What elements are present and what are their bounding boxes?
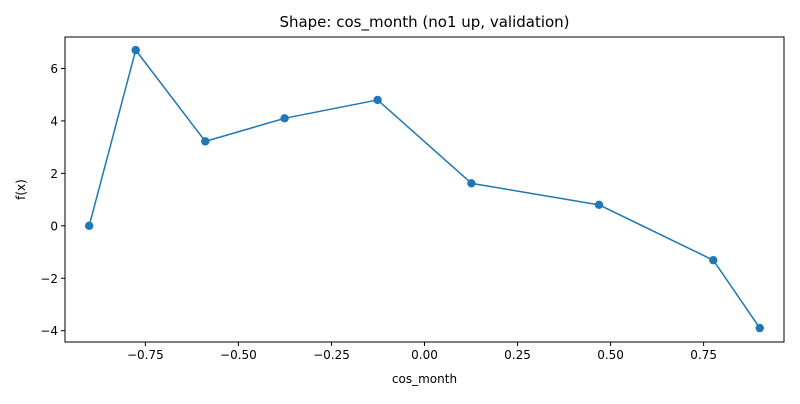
y-tick-label: 2 <box>50 167 58 181</box>
series-line <box>88 49 761 329</box>
x-tick-label: −0.50 <box>220 348 257 362</box>
plot-area <box>84 45 765 333</box>
data-point <box>131 45 140 55</box>
x-tick-label: 0.50 <box>597 348 624 362</box>
y-tick-label: −4 <box>40 324 58 338</box>
y-tick-label: −2 <box>40 272 58 286</box>
x-axis-label: cos_month <box>392 372 457 386</box>
data-point <box>467 179 476 188</box>
x-axis: −0.75 −0.50 −0.25 0.00 0.25 0.50 0.75 <box>127 342 717 362</box>
data-point <box>755 323 765 333</box>
data-point <box>594 200 604 210</box>
x-tick-label: 0.00 <box>411 348 438 362</box>
y-axis: −4 −2 0 2 4 6 <box>40 62 65 338</box>
x-tick-label: −0.25 <box>313 348 350 362</box>
x-tick-label: −0.75 <box>127 348 164 362</box>
x-tick-label: 0.25 <box>504 348 531 362</box>
data-point <box>280 114 289 123</box>
y-tick-label: 4 <box>50 114 58 128</box>
data-point <box>373 95 382 105</box>
data-point <box>84 221 94 231</box>
y-tick-label: 6 <box>50 62 58 76</box>
x-tick-label: 0.75 <box>690 348 717 362</box>
plot-frame <box>64 36 785 343</box>
data-point <box>201 137 210 146</box>
y-axis-label: f(x) <box>14 179 28 200</box>
data-point <box>709 255 718 265</box>
chart-title: Shape: cos_month (no1 up, validation) <box>279 13 569 32</box>
y-tick-label: 0 <box>50 219 58 233</box>
